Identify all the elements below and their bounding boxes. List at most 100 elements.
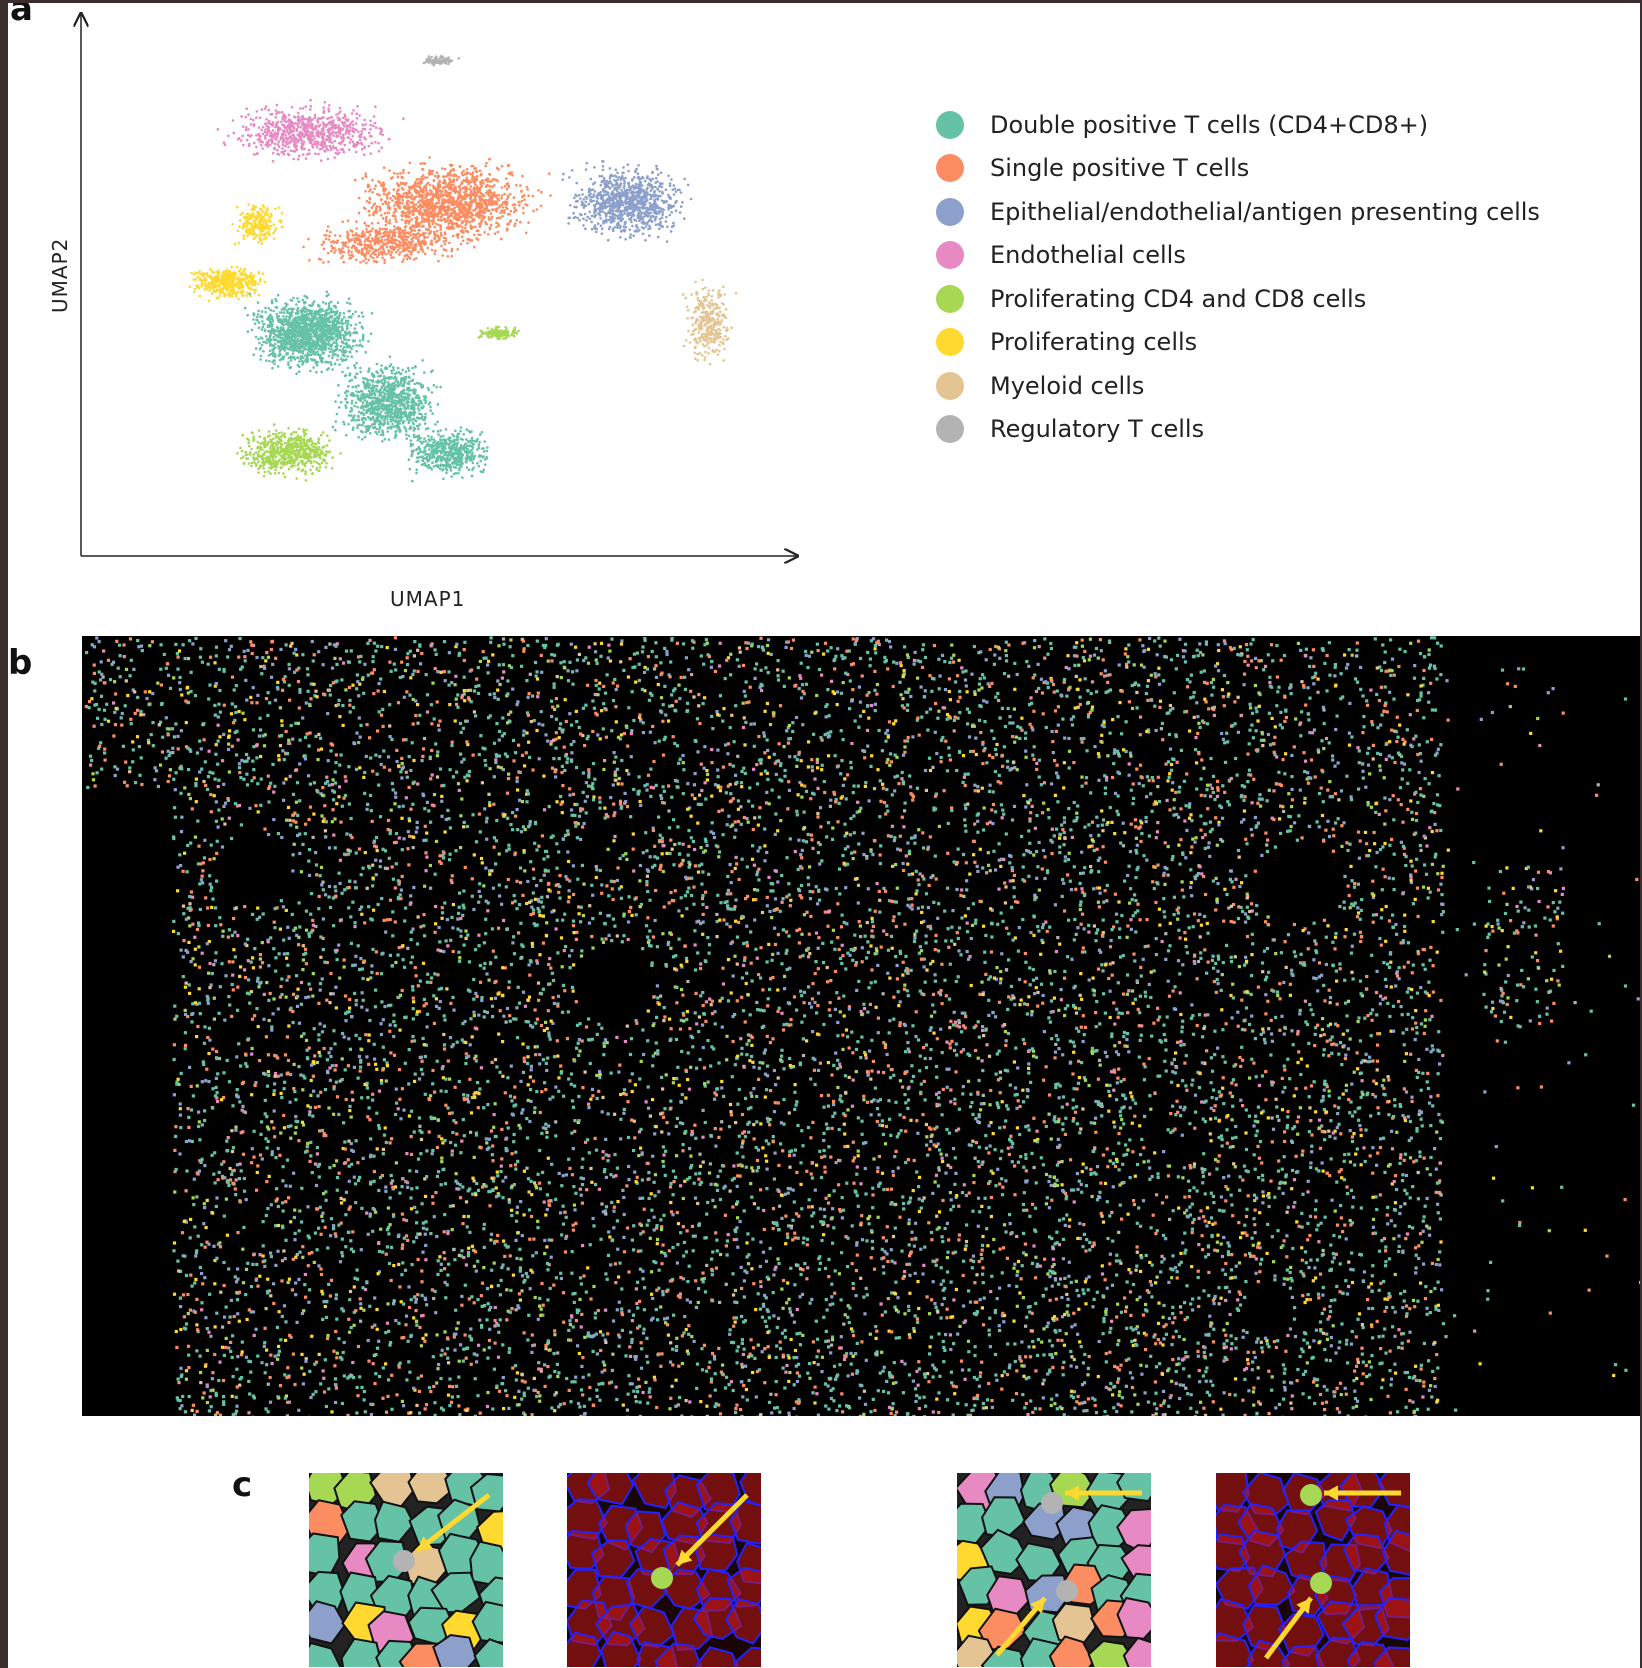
umap-point — [272, 309, 275, 313]
umap-point — [381, 433, 385, 437]
umap-point — [496, 230, 500, 234]
umap-point — [421, 459, 425, 463]
umap-point — [309, 322, 313, 325]
umap-point — [357, 436, 361, 439]
umap-point — [366, 378, 369, 382]
umap-point — [396, 175, 400, 179]
umap-point — [296, 297, 299, 300]
umap-point — [400, 214, 404, 217]
umap-point — [400, 175, 404, 179]
umap-point — [666, 225, 669, 228]
umap-point — [415, 219, 419, 222]
umap-point — [397, 188, 400, 191]
umap-point — [419, 244, 423, 247]
umap-point — [344, 406, 348, 410]
umap-point — [308, 342, 311, 346]
umap-point — [350, 315, 353, 318]
umap-point — [412, 258, 416, 261]
umap-point — [320, 328, 323, 331]
umap-point — [463, 216, 467, 219]
umap-point — [426, 217, 429, 221]
umap-point — [349, 410, 352, 413]
umap-point — [390, 372, 394, 375]
umap-point — [441, 167, 444, 170]
umap-point — [439, 228, 442, 231]
umap-point — [417, 417, 421, 420]
umap-point — [437, 259, 440, 263]
umap-point — [493, 232, 497, 235]
umap-point — [381, 440, 384, 443]
umap-point — [341, 359, 344, 363]
umap-point — [502, 211, 506, 215]
umap-point — [340, 350, 344, 354]
umap-point — [289, 359, 293, 362]
umap-point — [368, 233, 372, 237]
umap-point — [403, 380, 407, 384]
umap-point — [456, 236, 460, 239]
umap-point — [346, 219, 350, 223]
umap-point — [304, 315, 308, 319]
umap-point — [477, 446, 481, 450]
umap-point — [474, 187, 478, 191]
umap-point — [309, 312, 313, 315]
umap-point — [365, 427, 368, 431]
umap-point — [305, 295, 308, 299]
umap-point — [257, 309, 260, 313]
umap-point — [345, 345, 349, 349]
umap-point — [379, 184, 383, 187]
umap-point — [464, 226, 467, 230]
umap-point — [468, 444, 472, 448]
umap-point — [421, 415, 424, 418]
umap-point — [394, 209, 398, 213]
umap-point — [270, 299, 274, 302]
umap-point — [417, 404, 421, 407]
umap-point — [318, 355, 322, 359]
umap-point — [482, 217, 485, 220]
umap-point — [440, 212, 443, 215]
umap-point — [465, 460, 468, 464]
umap-point — [374, 408, 378, 411]
umap-point — [414, 203, 418, 206]
umap-point — [505, 203, 509, 206]
umap-point — [366, 424, 370, 428]
umap-point — [332, 321, 336, 325]
umap-point — [459, 444, 463, 447]
umap-point — [363, 386, 367, 389]
umap-point — [474, 183, 477, 186]
umap-point — [409, 439, 413, 442]
umap-point — [337, 394, 340, 397]
umap-point — [385, 202, 388, 205]
umap-point — [468, 172, 472, 176]
umap-point — [388, 404, 392, 407]
umap-point — [413, 229, 417, 232]
umap-point — [460, 215, 463, 219]
umap-point — [465, 453, 469, 457]
umap-point — [445, 471, 448, 475]
umap-point — [287, 356, 291, 360]
umap-point — [415, 456, 419, 460]
umap-point — [341, 247, 344, 250]
umap-point — [322, 247, 326, 251]
umap-point — [410, 238, 414, 241]
umap-point — [394, 399, 398, 402]
umap-point — [453, 206, 456, 210]
umap-point — [459, 426, 463, 429]
umap-point — [416, 407, 420, 410]
umap-point — [462, 231, 465, 235]
umap-point — [298, 365, 301, 369]
umap-point — [358, 339, 362, 343]
umap-point — [364, 425, 367, 428]
umap-point — [673, 187, 677, 190]
umap-point — [403, 378, 407, 382]
umap-point — [414, 184, 418, 188]
umap-point — [316, 343, 320, 347]
umap-point — [468, 210, 471, 213]
umap-point — [278, 352, 282, 356]
umap-point — [396, 366, 400, 370]
umap-point — [405, 213, 408, 217]
umap-point — [457, 463, 461, 467]
umap-point — [363, 404, 367, 408]
umap-point — [334, 249, 337, 252]
umap-point — [297, 300, 300, 303]
umap-point — [323, 345, 327, 348]
